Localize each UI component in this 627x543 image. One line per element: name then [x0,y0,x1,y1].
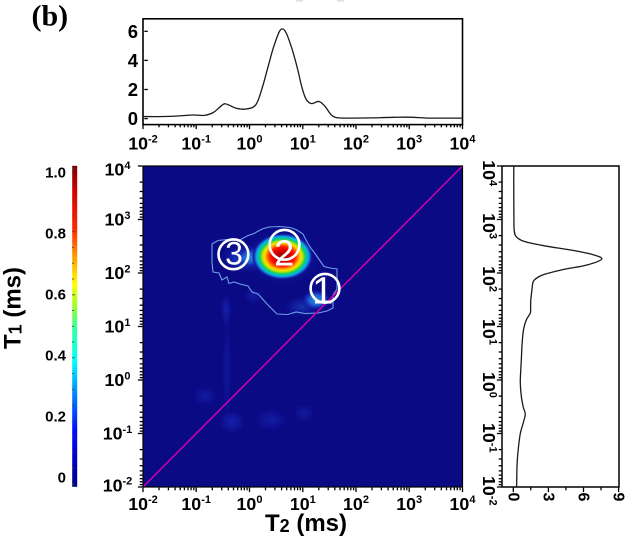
svg-text:100: 100 [237,494,263,514]
svg-text:104: 104 [479,160,499,187]
svg-text:100: 100 [105,370,131,390]
svg-text:T2 (ms): T2 (ms) [265,510,347,537]
svg-text:0.8: 0.8 [45,226,66,243]
svg-text:101: 101 [479,319,499,345]
svg-text:10-1: 10-1 [103,424,133,444]
svg-text:1: 1 [312,270,333,312]
svg-text:0: 0 [504,493,521,502]
svg-text:103: 103 [479,213,499,239]
svg-text:1.0: 1.0 [45,165,66,182]
svg-text:2: 2 [128,79,138,100]
svg-text:9: 9 [610,493,627,502]
svg-text:2: 2 [274,233,294,274]
svg-text:100: 100 [479,372,499,398]
svg-text:102: 102 [479,266,499,292]
svg-text:101: 101 [290,494,316,514]
svg-text:100: 100 [237,134,263,154]
svg-text:10-1: 10-1 [479,423,499,453]
svg-text:T1 (ms): T1 (ms) [0,267,27,349]
svg-text:102: 102 [343,494,369,514]
svg-text:0: 0 [128,108,138,129]
svg-text:4: 4 [128,50,139,71]
svg-text:0.4: 0.4 [45,348,67,365]
svg-text:102: 102 [105,263,131,283]
svg-text:10-2: 10-2 [128,134,158,154]
svg-text:6: 6 [128,21,138,42]
svg-text:10-1: 10-1 [181,134,211,154]
svg-text:10-2: 10-2 [128,494,158,514]
svg-text:(b): (b) [32,0,69,33]
svg-text:101: 101 [290,134,316,154]
svg-text:6: 6 [575,493,592,502]
svg-text:10-2: 10-2 [103,475,133,495]
svg-text:0.6: 0.6 [45,287,66,304]
svg-text:103: 103 [105,210,131,230]
svg-text:104: 104 [105,160,132,180]
svg-text:104: 104 [450,134,477,154]
svg-text:103: 103 [396,134,422,154]
svg-text:10-2: 10-2 [479,476,499,506]
svg-text:104: 104 [450,494,477,514]
svg-text:101: 101 [105,317,131,337]
svg-text:3: 3 [225,236,243,272]
svg-text:103: 103 [396,494,422,514]
svg-text:0.2: 0.2 [45,409,66,426]
svg-text:102: 102 [343,134,369,154]
svg-text:10-1: 10-1 [181,494,211,514]
svg-text:3: 3 [539,493,556,502]
svg-text:0: 0 [58,470,66,487]
